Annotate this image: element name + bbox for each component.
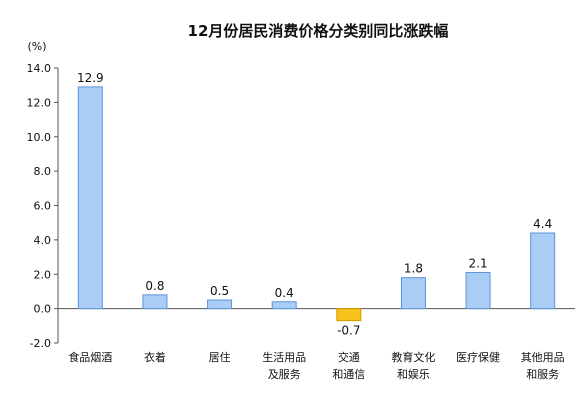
data-label: 1.8 <box>404 262 423 276</box>
y-tick-label: 8.0 <box>34 165 52 178</box>
x-tick-label-line: 其他用品 <box>521 351 565 364</box>
y-tick-label: 6.0 <box>34 200 52 213</box>
bar <box>271 301 297 310</box>
y-axis: 14.0 12.0 10.0 8.0 6.0 4.0 2.0 0.0 -2.0 <box>27 62 575 350</box>
data-label: 12.9 <box>77 71 104 85</box>
data-labels: 12.9 0.8 0.5 0.4 -0.7 1.8 2.1 4.4 <box>77 71 552 338</box>
x-tick-label-line: 居住 <box>209 350 231 364</box>
x-tick-label-line: 医疗保健 <box>456 350 500 364</box>
x-tick-label: 生活用品及服务 <box>262 350 306 381</box>
bar <box>142 294 168 310</box>
data-label: 2.1 <box>469 257 488 271</box>
x-tick-label-line: 和娱乐 <box>397 367 430 381</box>
x-tick-label: 居住 <box>209 350 231 364</box>
bar <box>77 86 103 310</box>
y-tick-label: 12.0 <box>27 96 52 109</box>
x-tick-label-line: 食品烟酒 <box>68 350 112 364</box>
chart-title: 12月份居民消费价格分类别同比涨跌幅 <box>188 22 449 40</box>
bar <box>465 272 491 310</box>
x-tick-label: 教育文化和娱乐 <box>391 350 435 381</box>
x-tick-label-line: 教育文化 <box>391 350 435 364</box>
y-axis-unit: (%) <box>27 40 46 53</box>
x-tick-label-line: 和服务 <box>526 368 559 381</box>
x-tick-label: 衣着 <box>144 350 166 364</box>
x-tick-label-line: 交通 <box>338 350 360 364</box>
y-tick-label: 10.0 <box>27 131 52 144</box>
data-label: 4.4 <box>533 217 552 231</box>
x-tick-label: 其他用品和服务 <box>521 351 565 381</box>
x-tick-label: 食品烟酒 <box>68 350 112 364</box>
y-tick-label: 4.0 <box>34 234 52 247</box>
x-tick-label-line: 衣着 <box>144 350 166 364</box>
data-label: 0.8 <box>145 279 164 293</box>
x-tick-label-line: 生活用品 <box>262 350 306 364</box>
y-tick-label: 2.0 <box>34 268 52 281</box>
bar <box>336 308 362 322</box>
x-tick-label-line: 及服务 <box>268 368 301 381</box>
data-label: 0.4 <box>275 286 294 300</box>
y-tick-label: -2.0 <box>30 337 51 350</box>
bars <box>77 86 556 322</box>
x-tick-label: 交通和通信 <box>332 350 365 381</box>
x-tick-label-line: 和通信 <box>332 368 365 381</box>
data-label: 0.5 <box>210 284 229 298</box>
y-tick-label: 14.0 <box>27 62 52 75</box>
x-tick-label: 医疗保健 <box>456 350 500 364</box>
bar <box>400 277 426 310</box>
bar <box>207 299 233 310</box>
y-tick-label: 0.0 <box>34 303 52 316</box>
data-label: -0.7 <box>337 324 360 338</box>
bar <box>530 232 556 310</box>
